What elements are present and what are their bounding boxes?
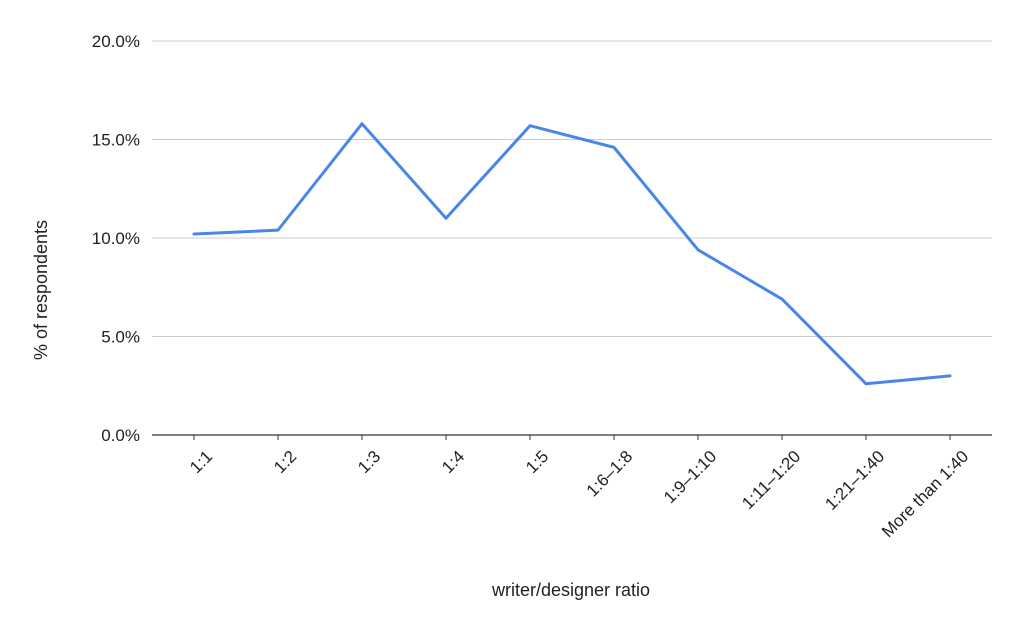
y-axis-title: % of respondents: [31, 220, 51, 360]
x-tick-label: 1:2: [270, 447, 300, 477]
x-tick-label: More than 1:40: [878, 447, 972, 541]
y-tick-label: 5.0%: [101, 328, 140, 347]
x-tick-label: 1:3: [354, 447, 384, 477]
y-tick-label: 20.0%: [92, 32, 140, 51]
x-tick-label: 1:6–1:8: [583, 447, 637, 501]
x-tick-label: 1:4: [438, 447, 468, 477]
y-tick-label: 15.0%: [92, 131, 140, 150]
y-tick-label: 10.0%: [92, 229, 140, 248]
x-tick-label: 1:5: [522, 447, 552, 477]
gridlines: [152, 40, 992, 337]
x-tick-label: 1:21–1:40: [821, 447, 888, 514]
series-line: [192, 122, 952, 386]
x-tick-label: 1:11–1:20: [738, 447, 804, 513]
x-tick-label: 1:9–1:10: [660, 447, 720, 507]
y-tick-label: 0.0%: [101, 426, 140, 445]
x-axis-ticks: 1:1 1:2 1:3 1:4 1:5 1:6–1:8 1:9–1:10 1:11–1:20 1…: [186, 435, 972, 541]
y-axis-ticks: 0.0% 5.0% 10.0% 15.0% 20.0%: [92, 32, 140, 445]
x-axis-title: writer/designer ratio: [491, 580, 650, 600]
x-tick-label: 1:1: [186, 447, 216, 477]
